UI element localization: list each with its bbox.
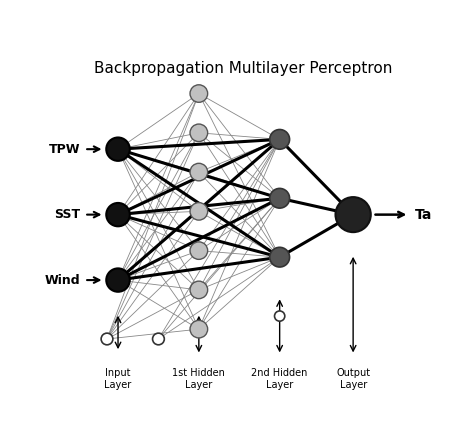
Ellipse shape: [190, 85, 208, 102]
Text: Ta: Ta: [415, 208, 432, 221]
Text: Input
Layer: Input Layer: [104, 368, 132, 390]
Text: TPW: TPW: [49, 143, 81, 156]
Text: SST: SST: [55, 208, 81, 221]
Ellipse shape: [270, 247, 290, 267]
Ellipse shape: [190, 242, 208, 259]
Ellipse shape: [190, 124, 208, 142]
Ellipse shape: [101, 333, 113, 345]
Text: 2nd Hidden
Layer: 2nd Hidden Layer: [252, 368, 308, 390]
Ellipse shape: [336, 197, 371, 232]
Ellipse shape: [270, 130, 290, 149]
Text: 1st Hidden
Layer: 1st Hidden Layer: [173, 368, 225, 390]
Ellipse shape: [106, 203, 130, 226]
Ellipse shape: [274, 311, 285, 321]
Ellipse shape: [106, 138, 130, 161]
Ellipse shape: [190, 203, 208, 220]
Ellipse shape: [153, 333, 164, 345]
Ellipse shape: [106, 269, 130, 292]
Ellipse shape: [190, 320, 208, 338]
Text: Output
Layer: Output Layer: [336, 368, 370, 390]
Text: Backpropagation Multilayer Perceptron: Backpropagation Multilayer Perceptron: [94, 61, 392, 76]
Ellipse shape: [270, 188, 290, 208]
Text: Wind: Wind: [45, 274, 81, 286]
Ellipse shape: [190, 163, 208, 181]
Ellipse shape: [190, 281, 208, 299]
